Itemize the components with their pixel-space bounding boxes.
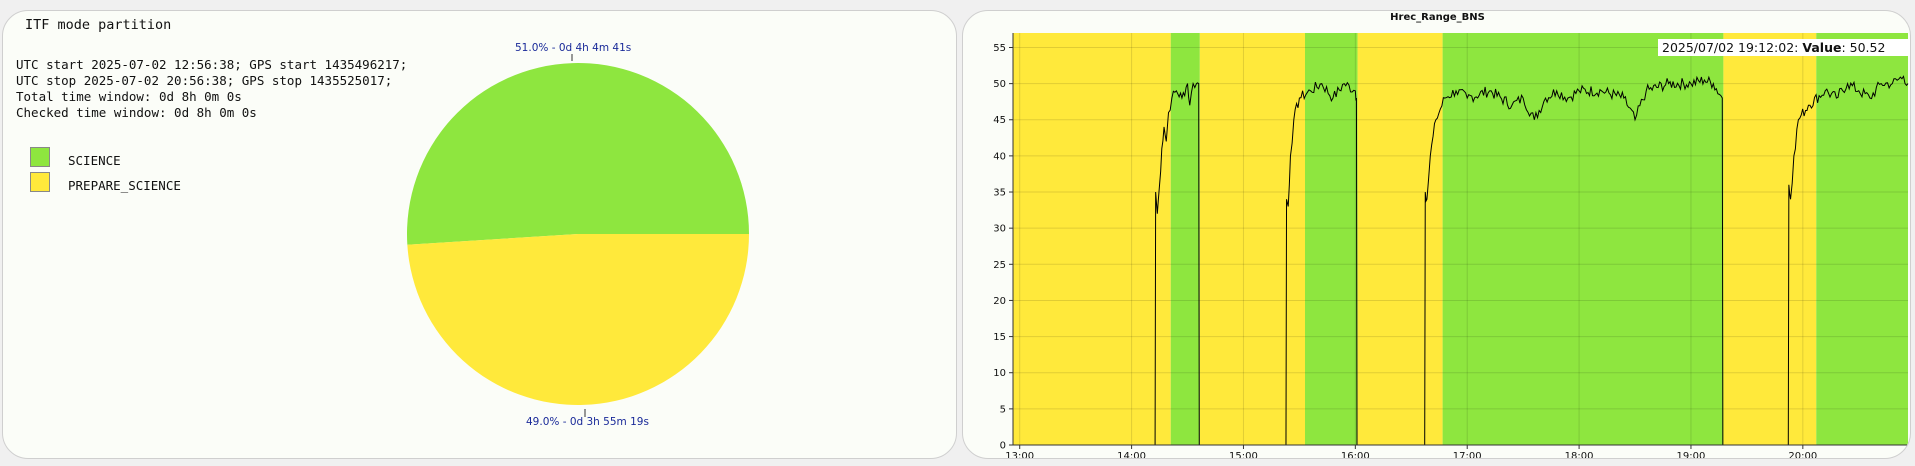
y-tick-label: 45 — [993, 115, 1006, 126]
pie-slice-science[interactable] — [407, 63, 749, 245]
value-tooltip: 2025/07/02 19:12:02: Value: 50.52 — [1658, 39, 1910, 56]
info-line-checked-window: Checked time window: 0d 8h 0m 0s — [16, 105, 257, 120]
info-line-utc-stop: UTC stop 2025-07-02 20:56:38; GPS stop 1… — [16, 73, 393, 88]
y-tick-label: 20 — [993, 296, 1006, 307]
y-tick-label: 25 — [993, 260, 1006, 271]
y-tick-label: 0 — [1000, 441, 1006, 452]
y-tick-label: 30 — [993, 224, 1006, 235]
mode-band-prepare-science — [1013, 33, 1171, 445]
y-tick-label: 15 — [993, 332, 1006, 343]
mode-band-science — [1170, 33, 1200, 445]
pie-label-science: 51.0% - 0d 4h 4m 41s — [515, 42, 632, 54]
x-tick-label: 13:00 — [1005, 451, 1034, 459]
y-tick-label: 40 — [993, 151, 1006, 162]
chart-title: Hrec_Range_BNS — [1390, 12, 1485, 23]
mode-band-science — [1442, 33, 1724, 445]
x-tick-label: 14:00 — [1117, 451, 1146, 459]
x-tick-label: 16:00 — [1341, 451, 1370, 459]
tooltip-value: 50.52 — [1849, 40, 1886, 55]
tooltip-colon: : — [1841, 40, 1850, 55]
pie-chart — [407, 54, 749, 417]
x-tick-label: 19:00 — [1677, 451, 1706, 459]
legend-swatch-prepare-science — [30, 172, 50, 192]
mode-band-prepare-science — [1357, 33, 1443, 445]
x-tick-label: 15:00 — [1229, 451, 1258, 459]
info-line-utc-start: UTC start 2025-07-02 12:56:38; GPS start… — [16, 57, 408, 72]
panel-title: ITF mode partition — [25, 17, 172, 33]
mode-band-science — [1816, 33, 1908, 445]
y-tick-label: 10 — [993, 368, 1006, 379]
mode-band-prepare-science — [1723, 33, 1817, 445]
legend-swatch-science — [30, 147, 50, 167]
legend-label-science: SCIENCE — [68, 153, 121, 168]
mode-band-prepare-science — [1199, 33, 1305, 445]
legend-label-prepare-science: PREPARE_SCIENCE — [68, 178, 181, 193]
range-chart-panel: Hrec_Range_BNS 0 5 10 15 20 25 30 35 40 45 50 55 13… — [962, 10, 1911, 459]
y-tick-label: 55 — [993, 43, 1006, 54]
pie-label-prepare-science: 49.0% - 0d 3h 55m 19s — [526, 416, 649, 428]
x-tick-label: 18:00 — [1565, 451, 1594, 459]
pie-slice-prepare-science[interactable] — [407, 234, 749, 406]
x-tick-label: 17:00 — [1453, 451, 1482, 459]
tooltip-time: 2025/07/02 19:12:02: — [1662, 40, 1799, 55]
series-line-hrec-range[interactable] — [1013, 75, 1909, 446]
y-tick-label: 5 — [1000, 404, 1006, 415]
range-chart[interactable]: 0 5 10 15 20 25 30 35 40 45 50 55 13:00 14:00 15:00 16… — [963, 11, 1911, 459]
mode-partition-panel: ITF mode partition UTC start 2025-07-02 … — [2, 10, 957, 459]
mode-band-science — [1304, 33, 1358, 445]
y-tick-label: 50 — [993, 79, 1006, 90]
tooltip-key: Value — [1802, 40, 1842, 55]
y-tick-label: 35 — [993, 188, 1006, 199]
x-tick-label: 20:00 — [1788, 451, 1817, 459]
info-line-total-window: Total time window: 0d 8h 0m 0s — [16, 89, 242, 104]
